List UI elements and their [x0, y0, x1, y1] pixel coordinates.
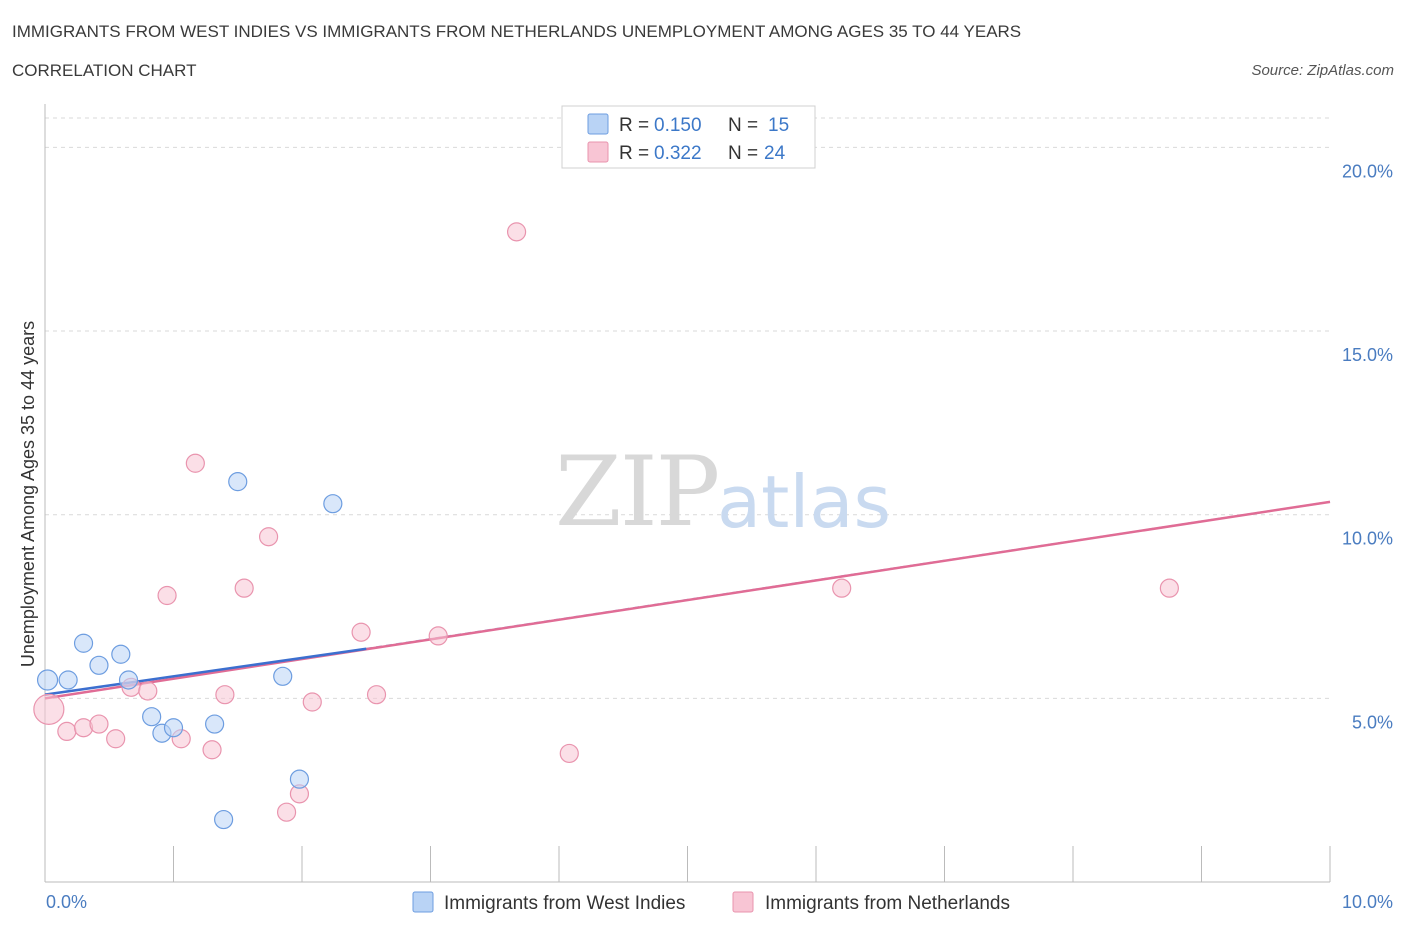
- data-point-netherlands: [506, 222, 527, 242]
- y-tick-label: 20.0%: [1342, 161, 1393, 181]
- bottom-legend-label-west-indies: Immigrants from West Indies: [444, 893, 685, 914]
- x-tick-labels: 0.0% 10.0%: [46, 892, 1393, 912]
- data-point-west-indies: [228, 472, 248, 492]
- chart-title: IMMIGRANTS FROM WEST INDIES VS IMMIGRANT…: [12, 22, 1022, 41]
- data-point-west-indies: [111, 644, 131, 664]
- legend-n-value-2: 24: [764, 143, 786, 164]
- legend: R = 0.150 N = 15 R = 0.322 N = 24: [561, 105, 816, 169]
- data-point-west-indies: [323, 494, 343, 514]
- axes: [44, 104, 1331, 883]
- source-label: Source: ZipAtlas.com: [1251, 62, 1394, 79]
- data-point-netherlands: [428, 626, 448, 646]
- data-point-west-indies: [163, 718, 184, 738]
- data-point-netherlands: [185, 453, 205, 473]
- legend-r-value-2: 0.322: [654, 143, 702, 164]
- trend-lines: [44, 500, 1331, 700]
- data-point-netherlands: [234, 578, 254, 598]
- data-point-netherlands: [276, 802, 297, 822]
- data-point-west-indies: [289, 769, 310, 789]
- bottom-legend-swatch-west-indies: [412, 891, 434, 913]
- data-point-netherlands: [89, 714, 109, 734]
- x-tick-label: 0.0%: [46, 892, 87, 912]
- y-tick-labels: 5.0% 10.0% 15.0% 20.0%: [1342, 161, 1393, 732]
- legend-r-value-1: 0.150: [654, 115, 702, 136]
- bottom-legend: Immigrants from West Indies Immigrants f…: [412, 891, 1010, 914]
- data-point-netherlands: [366, 685, 387, 705]
- trend-line-netherlands: [44, 500, 1331, 700]
- legend-r-label-1: R =: [619, 115, 649, 136]
- data-point-netherlands: [351, 622, 371, 642]
- data-point-netherlands: [202, 740, 222, 760]
- bottom-legend-label-netherlands: Immigrants from Netherlands: [765, 893, 1010, 914]
- watermark-atlas: atlas: [717, 460, 891, 544]
- legend-swatch-netherlands: [587, 141, 609, 163]
- data-point-netherlands: [832, 578, 852, 598]
- bottom-legend-swatch-netherlands: [732, 891, 754, 913]
- legend-n-value-1: 15: [768, 115, 789, 136]
- watermark: ZIP atlas: [555, 436, 891, 548]
- chart-subtitle: CORRELATION CHART: [12, 61, 197, 80]
- legend-swatch-west-indies: [587, 113, 609, 135]
- legend-r-label-2: R =: [619, 143, 649, 164]
- data-point-west-indies: [214, 809, 234, 830]
- data-point-netherlands: [258, 527, 279, 547]
- y-axis-label: Unemployment Among Ages 35 to 44 years: [18, 321, 38, 667]
- data-point-netherlands: [559, 743, 579, 764]
- grid-lines: [45, 117, 1330, 699]
- trend-line-west-indies: [44, 647, 367, 696]
- data-point-west-indies: [73, 633, 94, 653]
- data-point-west-indies: [36, 669, 59, 691]
- watermark-zip: ZIP: [555, 436, 718, 548]
- y-tick-label: 5.0%: [1352, 712, 1393, 732]
- data-point-west-indies: [205, 714, 225, 734]
- data-point-netherlands: [215, 685, 235, 705]
- data-points: [33, 222, 1179, 830]
- data-point-netherlands: [106, 729, 126, 749]
- data-point-netherlands: [1159, 578, 1179, 598]
- data-point-netherlands: [138, 681, 158, 701]
- data-point-netherlands: [33, 693, 65, 725]
- data-point-west-indies: [142, 707, 162, 727]
- y-tick-label: 15.0%: [1342, 345, 1393, 365]
- data-point-netherlands: [57, 721, 77, 742]
- data-point-west-indies: [273, 666, 293, 686]
- data-point-west-indies: [89, 655, 109, 675]
- legend-n-label-1: N =: [728, 115, 758, 136]
- data-point-netherlands: [157, 585, 177, 606]
- data-point-west-indies: [118, 670, 139, 690]
- x-tick-label: 10.0%: [1342, 892, 1393, 912]
- y-tick-label: 10.0%: [1342, 529, 1393, 549]
- data-point-west-indies: [58, 670, 78, 690]
- legend-n-label-2: N =: [728, 143, 758, 164]
- data-point-netherlands: [302, 692, 322, 712]
